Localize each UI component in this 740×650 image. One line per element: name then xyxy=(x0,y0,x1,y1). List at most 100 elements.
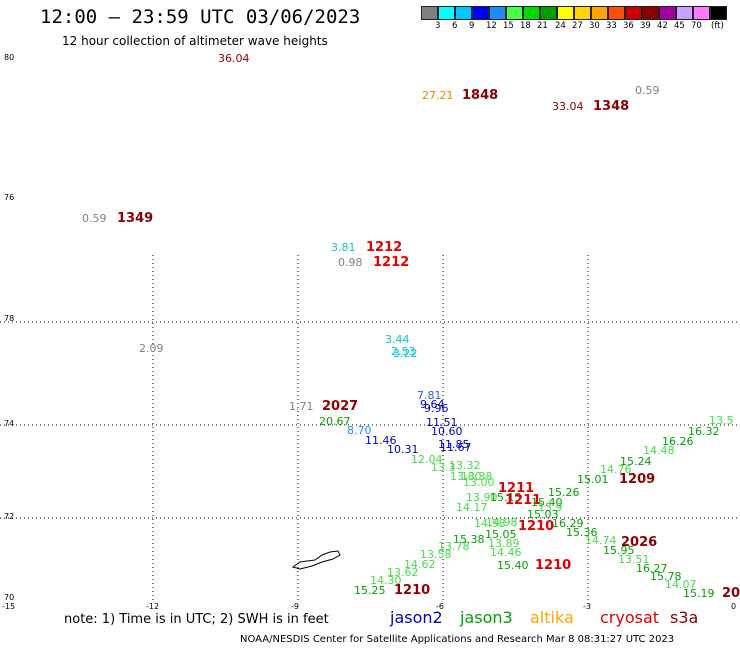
wave-height-label: 3.22 xyxy=(393,347,418,360)
wave-height-label: 13.62 xyxy=(387,566,419,579)
wave-height-label: 15.03 xyxy=(527,508,559,521)
lon-label: -3 xyxy=(583,602,591,611)
legend-swatch xyxy=(421,6,438,20)
pass-time-label: 1210 xyxy=(535,558,571,573)
wave-height-label: 27.21 xyxy=(422,89,454,102)
lon-label: -12 xyxy=(146,602,159,611)
color-legend-labels: 3 6 9 12 15 18 21 24 27 30 33 36 39 42 45 70 (ft) xyxy=(421,21,740,33)
wave-height-label: 15.40 xyxy=(497,559,529,572)
wave-height-label: 0.98 xyxy=(338,256,363,269)
lat-label: 76 xyxy=(4,193,14,202)
wave-height-label: 0.59 xyxy=(635,84,660,97)
wave-height-label: 14.46 xyxy=(490,546,522,559)
wave-height-label: 10.60 xyxy=(431,425,463,438)
footer-credit: NOAA/NESDIS Center for Satellite Applica… xyxy=(240,634,675,645)
wave-height-label: 15.38 xyxy=(453,533,485,546)
satellite-legend-jason2: jason2 xyxy=(390,608,443,627)
wave-height-label: 15.40 xyxy=(531,496,563,509)
wave-height-label: 9.96 xyxy=(424,402,449,415)
wave-height-label: 15.15 xyxy=(490,491,522,504)
wave-height-label: 14.07 xyxy=(665,578,697,591)
legend-swatch xyxy=(591,6,608,20)
legend-label: 39 xyxy=(640,21,651,31)
subtitle: 12 hour collection of altimeter wave hei… xyxy=(62,34,328,48)
wave-height-label: 16.27 xyxy=(636,562,668,575)
legend-swatch xyxy=(608,6,625,20)
pass-time-label: 2027 xyxy=(322,399,358,414)
wave-height-label: 15.26 xyxy=(548,486,580,499)
pass-time-label: 1209 xyxy=(619,472,655,487)
wave-height-label: 15.01 xyxy=(577,473,609,486)
legend-swatch xyxy=(625,6,642,20)
legend-label: 45 xyxy=(674,21,685,31)
legend-label: 6 xyxy=(452,21,458,31)
wave-height-label: 14.74 xyxy=(585,534,617,547)
wave-height-label: 15.25 xyxy=(354,584,386,597)
wave-height-label: 15.24 xyxy=(620,455,652,468)
lat-label: 72 xyxy=(4,512,14,521)
wave-height-label: 20.67 xyxy=(319,415,351,428)
pass-time-label: 2026 xyxy=(621,535,657,550)
lat-label: 78 xyxy=(4,314,14,323)
wave-height-label: 33.04 xyxy=(552,100,584,113)
wave-height-label: 16.26 xyxy=(662,435,694,448)
title: 12:00 – 23:59 UTC 03/06/2023 xyxy=(40,6,361,28)
wave-height-label: 3.44 xyxy=(385,333,410,346)
wave-height-label: 14.58 xyxy=(474,517,506,530)
legend-label: (ft) xyxy=(711,21,724,31)
pass-time-label: 1848 xyxy=(462,88,498,103)
legend-swatch xyxy=(455,6,472,20)
legend-swatch xyxy=(676,6,693,20)
legend-label: 27 xyxy=(572,21,583,31)
pass-time-label: 1348 xyxy=(593,99,629,114)
legend-label: 70 xyxy=(691,21,702,31)
lon-label: -9 xyxy=(291,602,299,611)
note-text: note: 1) Time is in UTC; 2) SWH is in fe… xyxy=(64,612,329,627)
wave-height-label: 13.90 xyxy=(466,491,498,504)
legend-label: 42 xyxy=(657,21,668,31)
wave-height-label: 13.5 xyxy=(709,414,734,427)
lon-label: -6 xyxy=(436,602,444,611)
wave-height-label: 11.51 xyxy=(426,416,458,429)
legend-label: 18 xyxy=(520,21,531,31)
wave-height-label: 7.81 xyxy=(417,389,442,402)
legend-swatch xyxy=(540,6,557,20)
wave-height-label: 10.31 xyxy=(387,443,419,456)
wave-height-label: 14.30 xyxy=(370,574,402,587)
legend-label: 9 xyxy=(469,21,475,31)
satellite-legend-s3a: s3a xyxy=(670,608,699,627)
wave-height-label: 16.32 xyxy=(688,425,720,438)
wave-height-label: 8.70 xyxy=(347,424,372,437)
pass-time-label: 1211 xyxy=(498,481,534,496)
legend-swatch xyxy=(472,6,489,20)
legend-label: 30 xyxy=(589,21,600,31)
wave-height-label: 11.46 xyxy=(365,434,397,447)
legend-swatch xyxy=(489,6,506,20)
wave-height-label: 13.89 xyxy=(488,537,520,550)
satellite-legend-jason3: jason3 xyxy=(460,608,513,627)
wave-height-label: 13.51 xyxy=(618,553,650,566)
legend-swatch xyxy=(523,6,540,20)
pass-time-label: 1211 xyxy=(505,493,541,508)
wave-height-label: 14.62 xyxy=(404,558,436,571)
pass-time-label: 1210 xyxy=(518,519,554,534)
color-legend xyxy=(421,6,727,20)
legend-swatch xyxy=(693,6,710,20)
legend-label: 24 xyxy=(555,21,566,31)
legend-swatch xyxy=(659,6,676,20)
wave-height-label: 15.78 xyxy=(650,570,682,583)
wave-height-label: 13.32 xyxy=(449,459,481,472)
satellite-legend-altika: altika xyxy=(530,608,574,627)
wave-height-label: 36.04 xyxy=(218,52,250,65)
lon-label: 0 xyxy=(731,602,736,611)
satellite-legend-cryosat: cryosat xyxy=(600,608,660,627)
wave-height-label: 13.9 xyxy=(538,501,563,514)
wave-height-label: 14.98 xyxy=(486,516,518,529)
legend-swatch xyxy=(642,6,659,20)
wave-height-label: 11.67 xyxy=(440,441,472,454)
wave-height-label: 14.17 xyxy=(456,501,488,514)
legend-swatch xyxy=(506,6,523,20)
wave-height-label: 3.81 xyxy=(331,241,356,254)
lon-label: -15 xyxy=(2,602,15,611)
